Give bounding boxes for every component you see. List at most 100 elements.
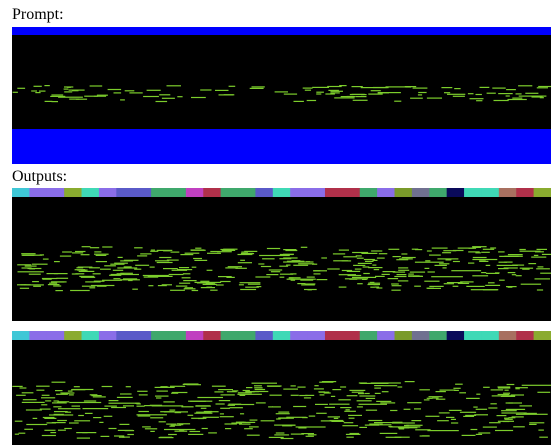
prompt-note — [155, 100, 168, 103]
output-note — [452, 260, 460, 263]
output-note — [225, 267, 238, 269]
output-note — [200, 407, 207, 409]
instrument-segment — [46, 331, 65, 340]
output-note — [218, 400, 231, 402]
output-note — [197, 396, 223, 399]
prompt-note — [351, 86, 363, 88]
output-note — [482, 248, 495, 250]
prompt-note — [75, 98, 88, 100]
output-note — [478, 432, 491, 434]
output-2-instrument-bar — [12, 331, 551, 340]
output-note — [283, 257, 298, 259]
output-note — [482, 289, 498, 291]
output-note — [255, 402, 266, 404]
prompt-note — [191, 96, 206, 99]
prompt-note — [370, 90, 381, 92]
instrument-segment — [307, 188, 326, 197]
prompt-note — [492, 87, 506, 89]
output-note — [472, 275, 489, 277]
output-note — [329, 403, 350, 405]
output-note — [515, 413, 548, 415]
output-note — [519, 248, 526, 251]
output-note — [375, 275, 385, 277]
output-note — [190, 400, 206, 402]
output-note — [16, 394, 26, 396]
prompt-note — [316, 93, 322, 95]
instrument-segment — [238, 331, 256, 340]
output-note — [127, 433, 134, 436]
output-note — [67, 390, 73, 392]
output-note — [179, 282, 191, 284]
output-note — [376, 400, 392, 402]
instrument-segment — [429, 331, 448, 340]
output-note — [169, 409, 176, 411]
output-note — [349, 389, 366, 391]
output-note — [295, 426, 326, 428]
output-note — [358, 403, 387, 405]
output-note — [286, 264, 291, 266]
output-note — [357, 262, 372, 264]
output-note — [374, 286, 380, 288]
output-note — [149, 404, 163, 406]
output-note — [380, 402, 396, 404]
output-note — [211, 385, 226, 387]
output-note — [27, 267, 42, 270]
output-note — [497, 420, 514, 422]
output-note — [398, 267, 409, 269]
instrument-segment — [377, 331, 396, 340]
output-note — [93, 417, 102, 419]
output-note — [159, 436, 172, 438]
output-note — [442, 252, 452, 254]
output-note — [411, 420, 422, 422]
output-note — [260, 265, 272, 268]
output-note — [473, 406, 478, 408]
output-note — [346, 436, 354, 438]
output-note — [108, 402, 140, 404]
prompt-note — [351, 93, 366, 95]
prompt-note — [166, 85, 181, 87]
output-note — [431, 247, 448, 249]
output-note — [184, 252, 200, 254]
output-note — [78, 270, 95, 272]
output-note — [279, 276, 285, 278]
output-note — [330, 395, 336, 397]
output-note — [338, 274, 356, 276]
instrument-segment — [481, 188, 500, 197]
output-note — [333, 417, 339, 419]
output-note — [388, 425, 393, 428]
instrument-segment — [151, 331, 169, 340]
output-note — [536, 289, 544, 291]
output-note — [194, 259, 208, 261]
output-note — [102, 246, 113, 248]
output-note — [327, 416, 340, 418]
output-note — [363, 272, 370, 275]
output-note — [268, 406, 273, 408]
output-note — [100, 435, 110, 437]
output-note — [118, 436, 125, 438]
prompt-note — [50, 95, 66, 97]
instrument-segment — [255, 188, 274, 197]
output-note — [171, 269, 188, 271]
output-note — [24, 265, 37, 267]
output-note — [321, 257, 327, 259]
output-note — [218, 276, 232, 278]
output-note — [42, 258, 49, 260]
output-note — [32, 417, 38, 419]
output-note — [496, 415, 507, 417]
output-note — [499, 279, 505, 281]
output-note — [138, 394, 148, 396]
output-note — [528, 263, 537, 265]
output-note — [470, 428, 478, 431]
output-note — [283, 253, 294, 255]
output-note — [95, 261, 107, 263]
output-note — [94, 253, 109, 255]
output-note — [446, 282, 463, 284]
instrument-segment — [64, 188, 83, 197]
output-note — [150, 249, 155, 251]
output-note — [24, 428, 33, 430]
output-note — [148, 285, 154, 287]
output-note — [452, 285, 459, 287]
output-note — [201, 427, 208, 430]
output-note — [288, 277, 301, 279]
prompt-note — [361, 94, 367, 96]
